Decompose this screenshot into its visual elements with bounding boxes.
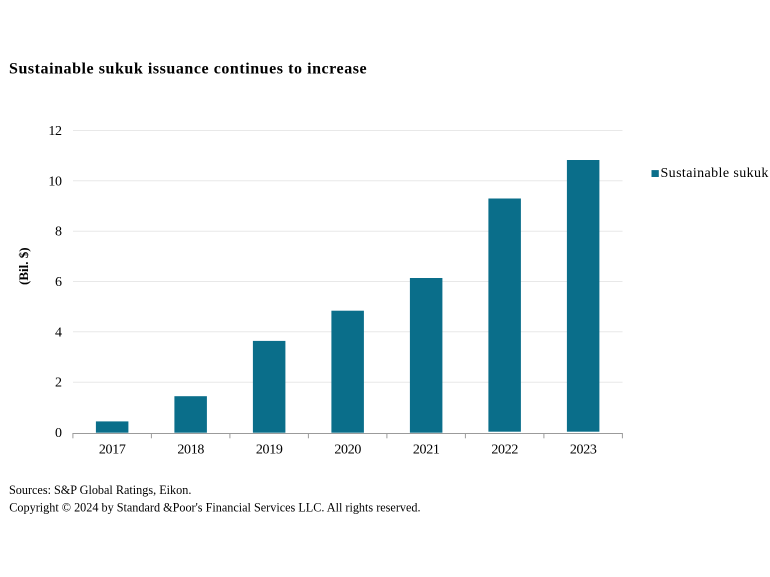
svg-text:2: 2 bbox=[55, 376, 62, 391]
svg-text:8: 8 bbox=[55, 225, 62, 240]
svg-text:2017: 2017 bbox=[99, 442, 126, 457]
svg-text:4: 4 bbox=[55, 325, 62, 340]
svg-text:Sustainable sukuk: Sustainable sukuk bbox=[661, 166, 769, 181]
svg-text:Sources: S&P Global Ratings, E: Sources: S&P Global Ratings, Eikon. bbox=[9, 483, 191, 497]
svg-text:2023: 2023 bbox=[570, 442, 597, 457]
svg-text:(Bil. $): (Bil. $) bbox=[16, 247, 31, 285]
svg-text:0: 0 bbox=[55, 426, 62, 441]
svg-text:6: 6 bbox=[55, 275, 62, 290]
svg-text:12: 12 bbox=[48, 124, 62, 139]
svg-text:2021: 2021 bbox=[413, 442, 440, 457]
svg-text:2018: 2018 bbox=[177, 442, 204, 457]
svg-text:2020: 2020 bbox=[334, 442, 361, 457]
svg-text:2019: 2019 bbox=[256, 442, 283, 457]
svg-text:Sustainable sukuk issuance con: Sustainable sukuk issuance continues to … bbox=[9, 61, 367, 78]
svg-text:Copyright © 2024 by Standard &: Copyright © 2024 by Standard &Poor's Fin… bbox=[9, 501, 420, 515]
svg-text:10: 10 bbox=[48, 174, 62, 189]
svg-text:2022: 2022 bbox=[491, 442, 518, 457]
